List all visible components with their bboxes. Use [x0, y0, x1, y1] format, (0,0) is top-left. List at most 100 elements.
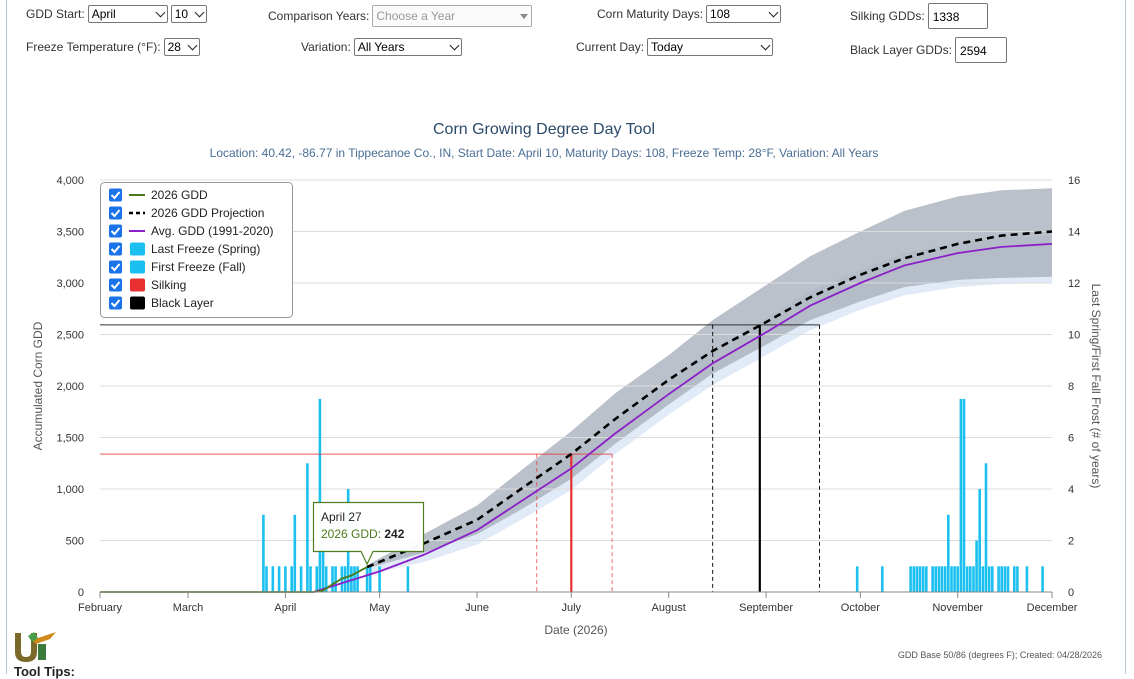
variation-label: Variation:: [301, 40, 351, 54]
legend-item-label[interactable]: 2026 GDD: [151, 188, 208, 202]
fall-freeze-bar: [881, 566, 884, 593]
legend-checkbox[interactable]: [109, 260, 122, 274]
avg-gdd-line: [313, 243, 1053, 593]
fall-freeze-bar: [925, 566, 928, 593]
spring-freeze-bar: [277, 566, 281, 593]
legend-checkbox[interactable]: [109, 296, 122, 310]
fall-freeze-bar: [953, 566, 956, 593]
spring-freeze-bar: [321, 540, 325, 592]
y-tick-label: 3,500: [56, 227, 84, 239]
spring-freeze-bar: [324, 566, 328, 593]
legend-item-label[interactable]: Avg. GDD (1991-2020): [151, 224, 274, 238]
tooltip-series-label: 2026 GDD: 242: [321, 527, 405, 541]
gdd-start-month-value: April: [91, 7, 116, 21]
axes: February March April May June July August Septe…: [56, 175, 1080, 614]
black-layer-gdd-control: Black Layer GDDs: 2594: [850, 37, 1008, 63]
fall-freeze-bar: [981, 566, 985, 593]
maturity-days-value: 108: [710, 7, 731, 21]
fall-freeze-bar: [1025, 566, 1029, 593]
fall-freeze-bar: [991, 566, 994, 593]
legend-checkbox[interactable]: [109, 224, 122, 238]
x-tick-label: December: [1027, 602, 1078, 614]
maturity-days-label: Corn Maturity Days:: [597, 7, 704, 21]
comparison-years-select[interactable]: Choose a Year: [372, 5, 533, 27]
legend-box-swatch: [130, 242, 145, 256]
spring-freeze-bar: [406, 566, 410, 593]
y2-tick-label: 10: [1068, 330, 1080, 342]
maturity-days-control: Corn Maturity Days: 108: [597, 5, 782, 23]
freeze-temp-control: Freeze Temperature (°F): 28: [26, 38, 200, 56]
fall-freeze-bar: [972, 566, 975, 593]
fall-freeze-bar: [937, 566, 941, 593]
fall-freeze-bar: [943, 566, 947, 593]
x-tick-label: August: [652, 602, 686, 614]
fall-freeze-bar: [987, 566, 991, 593]
current-day-select[interactable]: Today: [647, 38, 774, 56]
silking-gdd-control: Silking GDDs: 1338: [850, 3, 988, 29]
legend-checkbox[interactable]: [109, 242, 122, 256]
checkmark-icon: [110, 245, 121, 254]
y2-tick-label: 4: [1068, 484, 1074, 496]
legend-item-label[interactable]: Silking: [151, 278, 186, 292]
black-layer-gdd-input[interactable]: 2594: [955, 37, 1008, 63]
comparison-years-control: Comparison Years: Choose a Year: [268, 5, 533, 27]
variation-value: All Years: [357, 40, 405, 54]
spring-freeze-bar: [378, 566, 381, 593]
tooltip: April 27 2026 GDD: 242: [312, 501, 425, 566]
y-tick-label: 1,000: [56, 484, 84, 496]
y-axis-title: Accumulated Corn GDD: [31, 321, 45, 450]
legend-checkbox[interactable]: [109, 278, 122, 292]
gdd-start-month-select[interactable]: April: [87, 5, 168, 23]
spring-freeze-bar: [271, 566, 275, 593]
tooltip-value: 242: [384, 527, 404, 541]
variation-control: Variation: All Years: [301, 38, 462, 56]
variation-select[interactable]: All Years: [353, 38, 462, 56]
y-tick-label: 1,500: [56, 433, 84, 445]
legend-checkbox[interactable]: [109, 188, 122, 202]
gdd-start-day-select[interactable]: 10: [170, 5, 207, 23]
y-tick-label: 3,000: [56, 278, 84, 290]
tooltip-box: [312, 501, 425, 566]
silking-gdd-input[interactable]: 1338: [927, 3, 988, 29]
fall-freeze-bar: [1013, 566, 1016, 593]
maturity-days-select[interactable]: 108: [706, 5, 782, 23]
legend-item-label[interactable]: 2026 GDD Projection: [151, 206, 264, 220]
spring-freeze-bar: [290, 566, 293, 593]
fall-freeze-bar: [909, 566, 912, 593]
y2-axis-title: Last Spring/First Fall Frost (# of years…: [1089, 284, 1103, 489]
spring-freeze-bar: [343, 566, 347, 593]
legend-checkbox[interactable]: [109, 206, 122, 220]
comparison-years-placeholder: Choose a Year: [376, 9, 456, 23]
threshold-lines: [100, 324, 820, 592]
fall-freeze-bar: [855, 566, 859, 593]
tool-tips-heading: Tool Tips:: [14, 664, 75, 679]
y2-tick-label: 14: [1068, 227, 1080, 239]
gdd-start-control: GDD Start: April 10: [26, 5, 207, 23]
checkmark-icon: [110, 191, 121, 200]
fall-freeze-bar: [931, 566, 934, 593]
university-logo: [15, 632, 56, 662]
legend-item-label[interactable]: Last Freeze (Spring): [151, 242, 260, 256]
y2-tick-label: 2: [1068, 536, 1074, 548]
x-tick-label: June: [465, 602, 489, 614]
chart-credit: GDD Base 50/86 (degrees F); Created: 04/…: [898, 650, 1102, 660]
fall-freeze-bar: [915, 566, 919, 593]
y2-tick-label: 6: [1068, 433, 1074, 445]
gdd-projection-line: [366, 230, 1053, 569]
checkmark-icon: [110, 209, 121, 218]
y-tick-label: 2,000: [56, 381, 84, 393]
black-layer-gdd-label: Black Layer GDDs:: [850, 43, 953, 57]
legend-item-label[interactable]: Black Layer: [151, 296, 214, 310]
fall-freeze-bar: [965, 566, 969, 593]
freeze-temp-select[interactable]: 28: [163, 38, 200, 56]
current-day-control: Current Day: Today: [576, 38, 774, 56]
y2-tick-label: 0: [1068, 587, 1074, 599]
x-tick-label: September: [739, 602, 793, 614]
legend-box-swatch: [130, 296, 145, 310]
fall-freeze-bar: [978, 489, 981, 592]
legend-item-label[interactable]: First Freeze (Fall): [151, 260, 246, 274]
x-tick-label: July: [562, 602, 582, 614]
y2-tick-label: 16: [1068, 175, 1080, 187]
y2-tick-label: 8: [1068, 381, 1074, 393]
fall-freeze-bar: [1006, 566, 1010, 593]
